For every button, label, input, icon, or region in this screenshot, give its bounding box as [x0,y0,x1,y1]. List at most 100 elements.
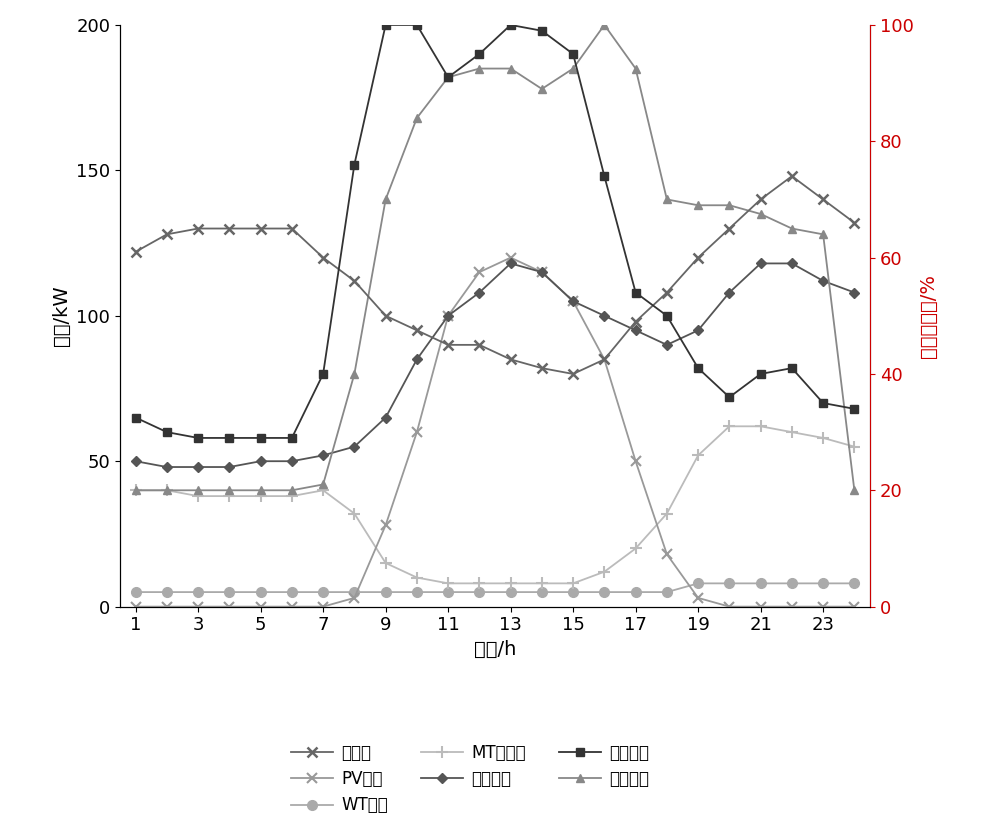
热负荷 [786,171,798,181]
商业负荷 [255,485,267,495]
居民负荷 [223,462,235,472]
PV出力 [848,602,860,612]
工业负荷 [286,433,298,443]
Line: WT出力: WT出力 [131,578,859,597]
MT电功率 [473,578,485,588]
MT电功率 [161,485,173,495]
热负荷 [192,224,204,234]
MT电功率 [255,491,267,501]
WT出力 [630,587,642,597]
PV出力 [223,602,235,612]
Line: PV出力: PV出力 [131,253,859,612]
商业负荷 [630,64,642,74]
WT出力 [505,587,517,597]
WT出力 [192,587,204,597]
工业负荷 [536,26,548,36]
WT出力 [817,578,829,588]
MT电功率 [786,427,798,437]
MT电功率 [192,491,204,501]
PV出力 [786,602,798,612]
PV出力 [317,602,329,612]
商业负荷 [505,64,517,74]
商业负荷 [848,485,860,495]
居民负荷 [755,258,767,268]
商业负荷 [223,485,235,495]
PV出力 [505,253,517,263]
WT出力 [442,587,454,597]
工业负荷 [223,433,235,443]
Line: MT电功率: MT电功率 [130,420,860,589]
MT电功率 [348,509,360,519]
WT出力 [255,587,267,597]
商业负荷 [473,64,485,74]
MT电功率 [505,578,517,588]
Y-axis label: 负荷百分比/%: 负荷百分比/% [919,273,938,358]
居民负荷 [473,288,485,297]
工业负荷 [567,49,579,59]
热负荷 [411,326,423,336]
热负荷 [661,288,673,297]
热负荷 [755,194,767,204]
商业负荷 [817,229,829,239]
工业负荷 [130,412,142,422]
热负荷 [536,363,548,373]
PV出力 [192,602,204,612]
X-axis label: 时间/h: 时间/h [474,640,516,659]
热负荷 [348,276,360,286]
MT电功率 [755,421,767,431]
热负荷 [130,247,142,257]
商业负荷 [692,200,704,210]
MT电功率 [411,573,423,583]
居民负荷 [692,326,704,336]
商业负荷 [598,20,610,30]
PV出力 [286,602,298,612]
MT电功率 [567,578,579,588]
商业负荷 [192,485,204,495]
WT出力 [223,587,235,597]
WT出力 [536,587,548,597]
MT电功率 [598,567,610,577]
Line: 热负荷: 热负荷 [131,171,859,379]
PV出力 [442,311,454,321]
WT出力 [130,587,142,597]
PV出力 [723,602,735,612]
热负荷 [442,340,454,350]
居民负荷 [817,276,829,286]
居民负荷 [661,340,673,350]
热负荷 [255,224,267,234]
WT出力 [380,587,392,597]
工业负荷 [755,369,767,379]
WT出力 [755,578,767,588]
WT出力 [786,578,798,588]
Y-axis label: 功率/kW: 功率/kW [52,286,71,346]
热负荷 [723,224,735,234]
PV出力 [473,268,485,278]
热负荷 [848,218,860,228]
商业负荷 [536,84,548,94]
热负荷 [473,340,485,350]
商业负荷 [567,64,579,74]
WT出力 [411,587,423,597]
商业负荷 [723,200,735,210]
居民负荷 [286,456,298,466]
PV出力 [598,354,610,364]
居民负荷 [130,456,142,466]
MT电功率 [848,442,860,452]
热负荷 [223,224,235,234]
热负荷 [598,354,610,364]
居民负荷 [630,326,642,336]
PV出力 [817,602,829,612]
Line: 居民负荷: 居民负荷 [132,260,858,470]
居民负荷 [255,456,267,466]
MT电功率 [536,578,548,588]
PV出力 [630,456,642,466]
热负荷 [567,369,579,379]
Line: 商业负荷: 商业负荷 [131,21,859,494]
MT电功率 [817,433,829,443]
工业负荷 [317,369,329,379]
商业负荷 [411,113,423,123]
居民负荷 [411,354,423,364]
MT电功率 [692,450,704,460]
商业负荷 [286,485,298,495]
工业负荷 [161,427,173,437]
